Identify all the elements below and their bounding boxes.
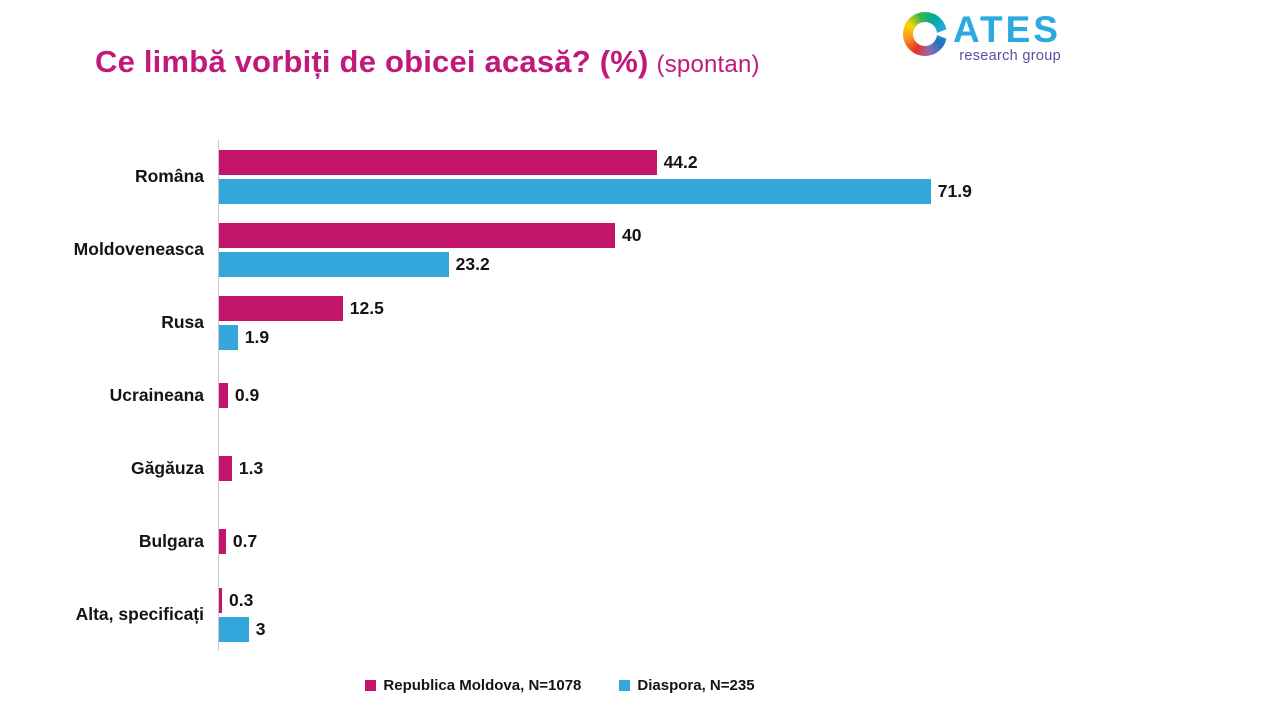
bar: [219, 383, 228, 408]
chart-rows: Româna 44.2 71.9 Moldoveneasca 40 23.2 Rusa 12.…: [0, 140, 1280, 651]
bar: [219, 149, 657, 175]
legend-item-diaspora: Diaspora, N=235: [619, 677, 755, 694]
chart-row-4: Ucraineana 0.9: [0, 359, 1280, 432]
chart-row-2: Moldoveneasca 40 23.2: [0, 213, 1280, 286]
chart-row-3: Rusa 12.5 1.9: [0, 286, 1280, 359]
category-label: Moldoveneasca: [73, 239, 204, 259]
bar: [219, 178, 931, 204]
bar-line: 3: [219, 616, 1280, 642]
bar-line: 23.2: [219, 251, 1280, 277]
ates-logo-icon: [903, 12, 947, 56]
category-label: Româna: [134, 166, 204, 186]
bar: [219, 456, 232, 481]
bar-line: 12.5: [219, 295, 1280, 321]
category-label: Ucraineana: [109, 385, 204, 405]
bar-value-label: 0.3: [229, 589, 254, 610]
legend-label-republica-moldova: Republica Moldova, N=1078: [383, 677, 582, 694]
bar-value-label: 1.3: [238, 458, 264, 478]
bar-group: 0.9: [218, 359, 1280, 432]
bar: [219, 324, 238, 350]
bar-line: 40: [219, 222, 1280, 248]
bar-value-label: 1.9: [244, 326, 270, 347]
bar: [219, 295, 343, 321]
bar-value-label: 44.2: [663, 151, 698, 172]
bar: [219, 529, 226, 554]
bar-line: 0.7: [219, 529, 1280, 554]
bar-line: 1.9: [219, 324, 1280, 350]
ates-logo-text: ATES research group: [953, 9, 1061, 64]
category-label: Alta, specificați: [75, 604, 204, 624]
logo-subtitle: research group: [959, 48, 1061, 64]
bar-group: 1.3: [218, 432, 1280, 505]
chart-row-7: Alta, specificați 0.3 3: [0, 578, 1280, 651]
bar: [219, 587, 222, 613]
chart-row-5: Găgăuza 1.3: [0, 432, 1280, 505]
bar-group: 44.2 71.9: [218, 140, 1280, 213]
bar-value-label: 3: [255, 618, 266, 639]
bar: [219, 616, 249, 642]
category-label: Bulgara: [138, 531, 204, 551]
logo-name: ATES: [953, 9, 1061, 50]
legend-label-diaspora: Diaspora, N=235: [637, 677, 755, 694]
bar-line: 0.9: [219, 383, 1280, 408]
bar-value-label: 0.9: [234, 385, 260, 405]
chart-legend: Republica Moldova, N=1078 Diaspora, N=23…: [0, 677, 1120, 694]
ates-logo: ATES research group: [903, 9, 1061, 64]
bar-value-label: 23.2: [455, 253, 490, 274]
bar-group: 12.5 1.9: [218, 286, 1280, 359]
chart-title-suffix: (spontan): [656, 51, 760, 78]
chart-title: Ce limbă vorbiți de obicei acasă? (%) (sp…: [95, 44, 760, 80]
bar-line: 0.3: [219, 587, 1280, 613]
bar-value-label: 71.9: [937, 180, 972, 201]
bar: [219, 251, 449, 277]
bar-line: 1.3: [219, 456, 1280, 481]
legend-item-republica-moldova: Republica Moldova, N=1078: [365, 677, 581, 694]
chart-title-main: Ce limbă vorbiți de obicei acasă? (%): [95, 44, 649, 79]
category-label: Găgăuza: [131, 458, 204, 478]
legend-swatch-republica-moldova: [365, 680, 377, 691]
bar-group: 0.3 3: [218, 578, 1280, 651]
bar-group: 40 23.2: [218, 213, 1280, 286]
bar-value-label: 40: [622, 224, 642, 245]
category-label: Rusa: [161, 312, 204, 332]
bar: [219, 222, 615, 248]
bar-line: 44.2: [219, 149, 1280, 175]
bar-line: 71.9: [219, 178, 1280, 204]
bar-value-label: 0.7: [232, 531, 258, 551]
chart-row-6: Bulgara 0.7: [0, 505, 1280, 578]
chart-row-1: Româna 44.2 71.9: [0, 140, 1280, 213]
bar-group: 0.7: [218, 505, 1280, 578]
legend-swatch-diaspora: [619, 680, 631, 691]
bar-chart: Româna 44.2 71.9 Moldoveneasca 40 23.2 Rusa 12.…: [0, 140, 1280, 651]
bar-value-label: 12.5: [349, 297, 384, 318]
